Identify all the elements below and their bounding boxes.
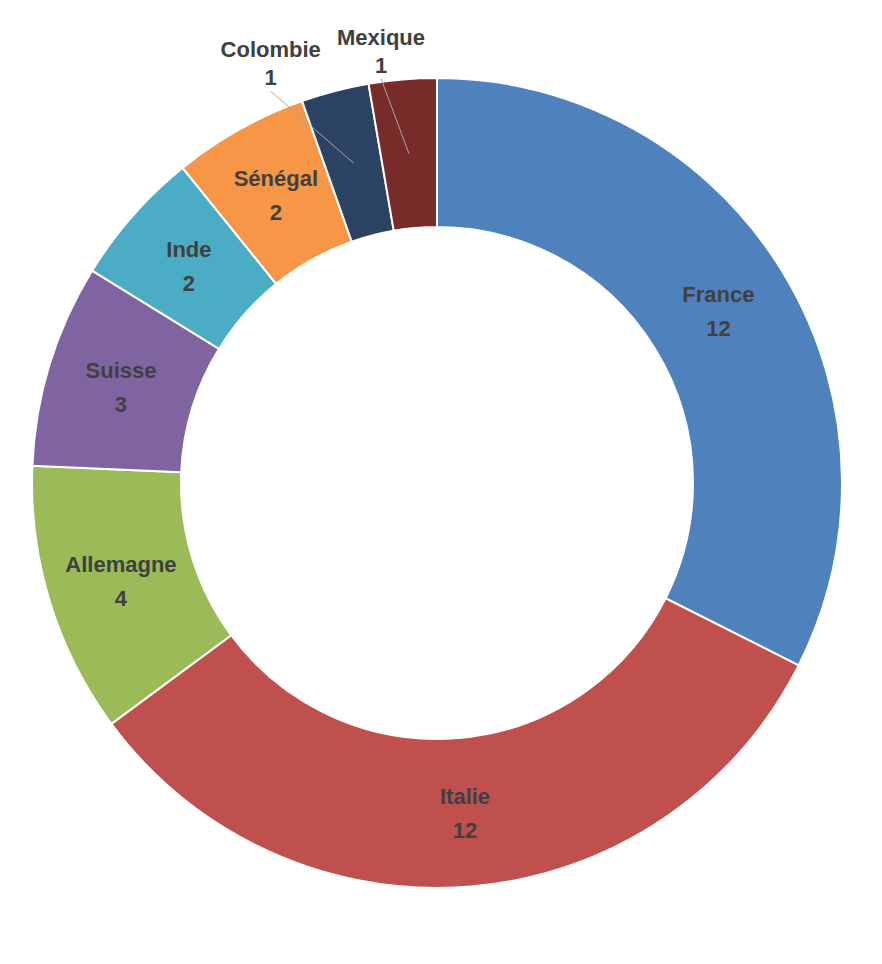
svg-text:Suisse: Suisse	[86, 358, 157, 383]
svg-text:12: 12	[706, 316, 730, 341]
svg-text:Sénégal: Sénégal	[234, 166, 318, 191]
svg-text:Allemagne: Allemagne	[65, 552, 176, 577]
svg-text:France: France	[682, 282, 754, 307]
svg-text:2: 2	[270, 200, 282, 225]
svg-text:4: 4	[115, 586, 128, 611]
svg-text:Mexique: Mexique	[337, 25, 425, 50]
svg-text:1: 1	[375, 53, 387, 78]
svg-text:Inde: Inde	[166, 237, 211, 262]
svg-text:Italie: Italie	[440, 784, 490, 809]
svg-text:2: 2	[183, 271, 195, 296]
svg-text:3: 3	[115, 392, 127, 417]
svg-text:Colombie: Colombie	[221, 37, 321, 62]
svg-text:1: 1	[265, 65, 277, 90]
svg-text:12: 12	[453, 818, 477, 843]
